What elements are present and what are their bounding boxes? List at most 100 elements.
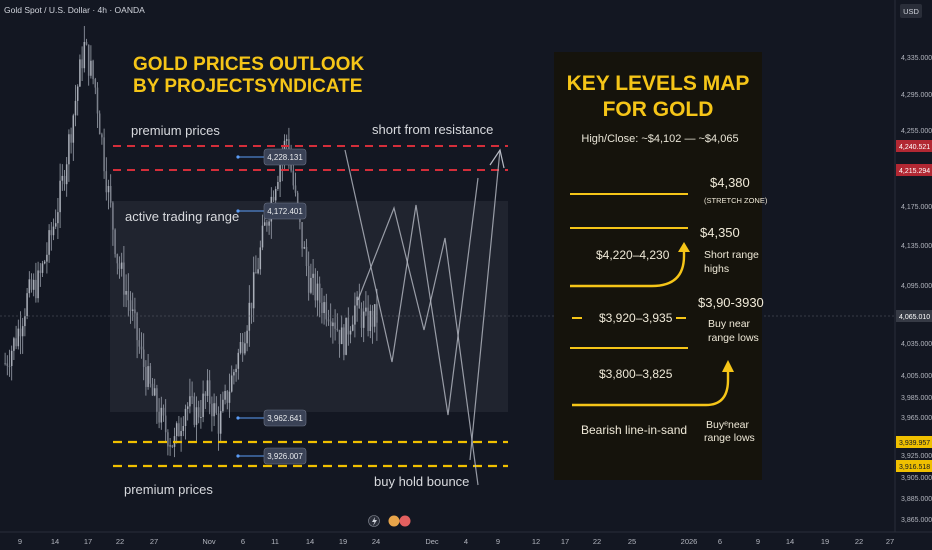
key-levels-subtitle: High/Close: ~$4,102 — ~$4,065 <box>581 133 738 145</box>
candle <box>74 84 77 127</box>
candle <box>140 332 143 359</box>
price-tick-label: 3,985.000 <box>901 395 932 402</box>
time-axis[interactable]: 9 14 17 22 27 Nov 6 11 14 19 24 Dec 4 9 12 17 22 25 2026 6 9… <box>0 531 932 550</box>
price-axis-ticks: 4,335.000 4,295.000 4,255.000 4,175.000 4,13… <box>901 55 932 524</box>
marker-4172[interactable]: 4,172.401 <box>236 202 307 220</box>
candle <box>15 325 17 350</box>
candle <box>72 113 75 161</box>
candle <box>19 311 22 355</box>
candle <box>252 256 255 323</box>
candle <box>103 128 105 179</box>
candle <box>127 273 130 317</box>
candle <box>334 309 336 341</box>
candle <box>134 297 136 329</box>
time-tick-label: 22 <box>593 537 601 546</box>
level-curve-upper <box>570 248 686 288</box>
candle <box>158 398 160 429</box>
price-tick-label: 3,925.000 <box>901 453 932 460</box>
candle <box>145 360 147 396</box>
title-line-2: BY PROJECTSYNDICATE <box>133 76 362 97</box>
candle <box>171 444 174 449</box>
level4-note-2: range lows <box>704 432 755 444</box>
level3-note-1: Buy near <box>708 318 751 330</box>
candle <box>237 348 240 380</box>
level2-note-1: Short range <box>704 249 759 261</box>
candle <box>294 172 297 197</box>
price-axis[interactable]: USD 4,335.000 4,295.000 4,255.000 4,175.000… <box>894 0 932 532</box>
time-tick-label: 9 <box>18 537 22 546</box>
candle <box>92 59 94 85</box>
candle <box>65 157 68 197</box>
candle <box>314 268 317 308</box>
label-active-range: active trading range <box>125 209 239 224</box>
candle <box>120 252 123 277</box>
toolbar-icons[interactable] <box>368 515 411 527</box>
marker-label: 4,228.131 <box>267 153 303 162</box>
candle <box>371 305 374 344</box>
candle <box>59 163 61 229</box>
candle <box>57 198 59 239</box>
candle <box>272 190 275 203</box>
candle <box>153 378 156 397</box>
dividend-icon <box>399 515 411 527</box>
candle <box>50 222 53 251</box>
candlestick-series <box>4 25 378 458</box>
candle <box>160 396 163 430</box>
candle <box>79 54 81 87</box>
candle <box>189 378 191 414</box>
key-levels-panel: KEY LEVELS MAP FOR GOLD High/Close: ~$4,… <box>554 52 768 480</box>
candle <box>13 336 15 361</box>
marker-3926[interactable]: 3,926.007 <box>236 447 307 465</box>
candle <box>312 259 314 296</box>
candle <box>347 307 350 346</box>
candle <box>208 370 211 415</box>
price-tag: 4,215.294 <box>896 164 932 176</box>
marker-4228[interactable]: 4,228.131 <box>236 148 307 166</box>
candle <box>156 384 158 424</box>
candle <box>195 396 198 443</box>
candle <box>351 315 354 332</box>
active-range-box <box>110 201 508 412</box>
candle <box>241 333 244 362</box>
time-tick-label: 22 <box>116 537 124 546</box>
candle <box>325 293 328 327</box>
candle <box>37 261 39 303</box>
candle <box>48 224 50 263</box>
price-tag: 3,939.957 <box>896 436 932 448</box>
candle <box>261 214 264 251</box>
candle <box>123 245 125 307</box>
time-tick-label: 27 <box>150 537 158 546</box>
time-tick-label: 12 <box>532 537 540 546</box>
time-axis-ticks: 9 14 17 22 27 Nov 6 11 14 19 24 Dec 4 9 12 17 22 25 2026 6 9… <box>18 537 894 546</box>
time-tick-label: 27 <box>886 537 894 546</box>
price-tick-label: 3,885.000 <box>901 496 932 503</box>
price-tick-label: 4,035.000 <box>901 341 932 348</box>
candle <box>336 313 339 332</box>
marker-3962[interactable]: 3,962.641 <box>236 409 307 427</box>
candle <box>32 273 35 297</box>
time-tick-label: 17 <box>84 537 92 546</box>
candle <box>138 328 141 354</box>
candle <box>307 251 310 301</box>
candle <box>142 333 145 381</box>
projection-arrowhead <box>489 148 505 169</box>
candle <box>8 349 11 377</box>
candle <box>28 271 31 298</box>
candle <box>329 303 332 338</box>
candle <box>98 110 101 135</box>
candle <box>235 364 237 382</box>
candle <box>175 421 178 444</box>
candle <box>41 260 44 278</box>
time-tick-label: 6 <box>718 537 722 546</box>
candle <box>200 400 202 429</box>
candle <box>70 127 72 154</box>
candle <box>17 319 20 350</box>
time-tick-label: 14 <box>51 537 59 546</box>
price-tick-label: 4,175.000 <box>901 204 932 211</box>
candle <box>310 263 312 295</box>
key-levels-title-2: FOR GOLD <box>603 98 714 121</box>
candle <box>226 390 229 410</box>
candle <box>105 157 108 201</box>
time-tick-label: 2026 <box>681 537 698 546</box>
